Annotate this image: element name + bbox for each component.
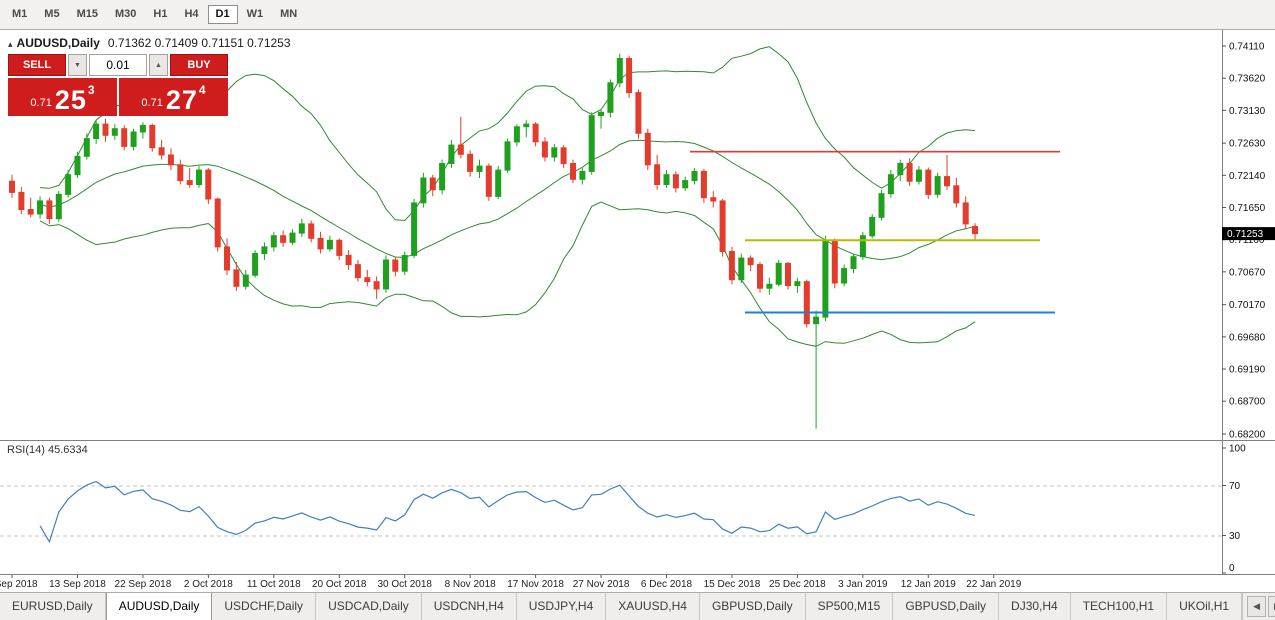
current-price-value: 0.71253 [1227, 229, 1264, 240]
timeframe-d1[interactable]: D1 [207, 5, 238, 24]
chevron-down-icon: ▼ [74, 61, 81, 69]
tab-usdjpy-h4[interactable]: USDJPY,H4 [517, 593, 607, 620]
date-axis-label: 17 Nov 2018 [507, 579, 564, 590]
current-price-badge [1222, 227, 1275, 241]
timeframe-h1[interactable]: H1 [153, 8, 168, 20]
timeframe-m30[interactable]: M30 [114, 8, 137, 20]
price-axis-label: 0.71650 [1229, 203, 1266, 214]
chart-window: 0.74110 0.73620 0.73130 0.72630 0.72140 0.716… [0, 30, 1275, 592]
timeframe-m15[interactable]: M15 [76, 8, 98, 20]
chevron-up-icon: ▲ [155, 61, 162, 69]
chevron-left-icon: ◀ [1253, 601, 1261, 611]
date-axis-label: 3 Jan 2019 [838, 579, 888, 590]
tab-scroll-controls: ◀ ▶ [1242, 593, 1275, 620]
chart-symbol-icon: ▴ [8, 39, 13, 49]
rsi-line [39, 480, 976, 544]
price-axis-label: 0.69190 [1229, 365, 1266, 376]
date-axis-label: 6 Dec 2018 [641, 579, 693, 590]
buy-price-big: 27 [165, 85, 198, 115]
tab-xauusd-h4[interactable]: XAUUSD,H4 [606, 593, 700, 620]
tab-scroll-right[interactable]: ▶ [1268, 596, 1275, 617]
date-axis-label: 20 Oct 2018 [312, 579, 367, 590]
price-axis-label: 0.70170 [1229, 300, 1266, 311]
timeframe-m1[interactable]: M1 [12, 8, 28, 20]
sell-price-prefix: 0.71 [30, 97, 52, 109]
price-axis-label: 0.72630 [1229, 139, 1266, 150]
tab-usdcnh-h4[interactable]: USDCNH,H4 [422, 593, 517, 620]
sell-button[interactable]: SELL [8, 54, 66, 76]
tab-ukoil-h1[interactable]: UKOil,H1 [1167, 593, 1243, 620]
date-axis-label: 25 Dec 2018 [769, 579, 826, 590]
tab-gbpusd-daily[interactable]: GBPUSD,Daily [700, 593, 806, 620]
symbol-tabs: EURUSD,Daily AUDUSD,Daily USDCHF,Daily USDC… [0, 593, 1243, 620]
date-axis-label: 30 Oct 2018 [377, 579, 432, 590]
tab-dj30-h4[interactable]: DJ30,H4 [999, 593, 1071, 620]
rsi-axis-label: 0 [1229, 563, 1235, 574]
timeframe-h4[interactable]: H4 [184, 8, 199, 20]
timeframe-mn[interactable]: MN [280, 8, 298, 20]
date-axis-label: 4 Sep 2018 [0, 579, 38, 590]
chart-symbol-label: AUDUSD,Daily [16, 36, 100, 50]
buy-price-box[interactable]: 0.71 27 4 [119, 78, 228, 116]
date-axis-label: 22 Sep 2018 [115, 579, 172, 590]
price-axis-label: 0.73620 [1229, 74, 1266, 85]
candles [9, 53, 978, 429]
symbol-tabbar: EURUSD,Daily AUDUSD,Daily USDCHF,Daily USDC… [0, 592, 1275, 620]
rsi-axis-label: 30 [1229, 531, 1241, 542]
volume-input[interactable] [89, 54, 147, 76]
tab-usdchf-daily[interactable]: USDCHF,Daily [212, 593, 317, 620]
tab-audusd-daily[interactable]: AUDUSD,Daily [105, 593, 213, 620]
sell-price-big: 25 [54, 85, 87, 115]
chart-ohlc-values: 0.71362 0.71409 0.71151 0.71253 [107, 36, 291, 50]
buy-price-pip: 4 [198, 83, 206, 97]
tab-usdcad-daily[interactable]: USDCAD,Daily [316, 593, 422, 620]
one-click-trading-panel: SELL ▼ ▲ BUY 0.71 25 3 0.71 27 4 [8, 54, 228, 116]
price-axis-label: 0.70670 [1229, 267, 1266, 278]
date-axis-label: 2 Oct 2018 [184, 579, 233, 590]
date-axis-label: 12 Jan 2019 [901, 579, 956, 590]
timeframe-w1[interactable]: W1 [246, 8, 264, 20]
tab-eurusd-daily[interactable]: EURUSD,Daily [0, 593, 106, 620]
sell-price-box[interactable]: 0.71 25 3 [8, 78, 117, 116]
tab-sp500-m15[interactable]: SP500,M15 [806, 593, 894, 620]
bollinger-lower-band [39, 201, 976, 347]
timeframe-buttons: M1 M5 M15 M30 H1 H4 D1 W1 MN [4, 5, 305, 24]
date-axis-label: 11 Oct 2018 [247, 579, 301, 590]
price-axis-label: 0.73130 [1229, 106, 1266, 117]
date-axis-label: 15 Dec 2018 [704, 579, 761, 590]
tab-gbpusd-daily[interactable]: GBPUSD,Daily [893, 593, 1000, 620]
timeframe-m5[interactable]: M5 [44, 8, 60, 20]
price-axis-label: 0.72140 [1229, 171, 1266, 182]
chart-title: ▴ AUDUSD,Daily 0.71362 0.71409 0.71151 0.7… [8, 36, 291, 50]
date-axis-label: 22 Jan 2019 [966, 579, 1021, 590]
rsi-axis-label: 70 [1229, 481, 1241, 492]
bollinger-middle-band [39, 139, 976, 261]
rsi-indicator-label: RSI(14) 45.6334 [7, 444, 88, 456]
volume-up-button[interactable]: ▲ [149, 54, 168, 76]
date-axis-label: 8 Nov 2018 [445, 579, 497, 590]
price-axis-label: 0.68700 [1229, 397, 1266, 408]
buy-button[interactable]: BUY [170, 54, 228, 76]
timeframe-toolbar: M1 M5 M15 M30 H1 H4 D1 W1 MN [0, 0, 1275, 30]
volume-down-button[interactable]: ▼ [68, 54, 87, 76]
tab-scroll-left[interactable]: ◀ [1247, 596, 1267, 617]
price-axis-label: 0.71160 [1229, 235, 1265, 246]
tab-tech100-h1[interactable]: TECH100,H1 [1071, 593, 1168, 620]
price-axis-label: 0.69680 [1229, 332, 1266, 343]
price-axis-label: 0.68200 [1229, 430, 1266, 441]
sell-price-pip: 3 [87, 83, 95, 97]
date-axis-label: 27 Nov 2018 [573, 579, 630, 590]
rsi-axis-label: 100 [1229, 444, 1246, 455]
price-axis-label: 0.74110 [1229, 42, 1265, 53]
date-axis-label: 13 Sep 2018 [49, 579, 106, 590]
buy-price-prefix: 0.71 [141, 97, 163, 109]
